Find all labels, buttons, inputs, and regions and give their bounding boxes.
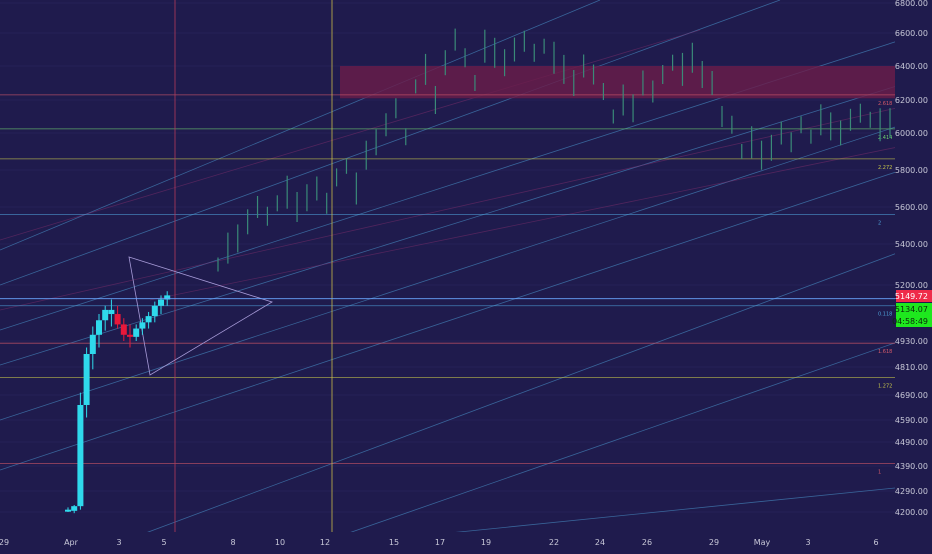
fib-label: 2.618 <box>878 101 892 107</box>
triangle-outline <box>128 256 273 376</box>
candles <box>0 291 895 514</box>
time-tick-label: 12 <box>320 538 330 547</box>
candle-up-body <box>96 320 102 335</box>
price-tick-label: 5400.00 <box>895 240 928 249</box>
price-tick-label: 6800.00 <box>895 0 928 8</box>
price-tick-label: 4690.00 <box>895 391 928 400</box>
channel-line <box>0 0 601 251</box>
time-tick-label: 29 <box>709 538 719 547</box>
candle-up-body <box>77 405 84 507</box>
price-tag-label: 04:58:49 <box>892 317 928 326</box>
candle-up-body <box>65 509 71 512</box>
fib-label: 1 <box>878 470 881 476</box>
price-axis-bg <box>895 0 932 550</box>
channel-line <box>149 139 932 301</box>
resistance-zone <box>340 66 895 99</box>
fib-label: 2.414 <box>878 135 892 141</box>
channel-line <box>99 239 932 551</box>
fib-label: 1.272 <box>878 384 892 390</box>
price-tick-label: 6600.00 <box>895 29 928 38</box>
candle-up-body <box>89 334 96 354</box>
time-tick-label: 6 <box>873 538 878 547</box>
candle-down-body <box>120 324 127 335</box>
triangle-pattern <box>128 256 273 376</box>
price-tags: 5149.72 5134.07 04:58:49 <box>892 290 932 327</box>
time-axis-bg <box>0 532 932 550</box>
price-tick-label: 5200.00 <box>895 281 928 290</box>
channel-line <box>0 114 932 421</box>
price-tick-label: 4290.00 <box>895 487 928 496</box>
candle-up-body <box>71 506 78 511</box>
channel-line <box>0 159 932 471</box>
time-tick-label: 10 <box>275 538 285 547</box>
price-tag-label: 5134.07 <box>895 305 928 314</box>
price-tag-countdown <box>896 315 932 327</box>
price-tag-last <box>896 290 932 302</box>
price-tick-label: 6000.00 <box>895 129 928 138</box>
candle-up-body <box>83 354 90 405</box>
price-tick-label: 4590.00 <box>895 416 928 425</box>
time-tick-label: 3 <box>805 538 810 547</box>
channel-line <box>0 99 932 311</box>
candle-down-body <box>127 334 133 337</box>
fib-label: 1.618 <box>878 349 892 355</box>
channel-line <box>379 487 896 541</box>
candle-up-body <box>145 316 152 323</box>
time-tick-label: Apr <box>64 538 79 547</box>
candle-up-body <box>164 295 171 300</box>
candle-down-body <box>114 314 121 325</box>
time-tick-label: 19 <box>481 538 491 547</box>
time-tick-label: 5 <box>161 538 166 547</box>
time-tick-label: 3 <box>116 538 121 547</box>
price-tag-label: 5149.72 <box>895 292 928 301</box>
candle-up-body <box>151 305 158 317</box>
fib-levels: 2.618 2.414 2.272 2 0.118 1.618 1.272 1 <box>0 94 895 476</box>
channel-line <box>0 74 932 366</box>
time-tick-label: 15 <box>389 538 399 547</box>
channel-line <box>0 0 781 286</box>
time-tick-label: May <box>754 538 771 547</box>
time-tick-label: 17 <box>435 538 445 547</box>
price-tick-label: 5600.00 <box>895 203 928 212</box>
fib-label: 0.118 <box>878 312 892 318</box>
time-axis[interactable]: 29 Apr 3 5 8 10 12 15 17 19 22 24 26 29 May 3 6 <box>0 532 932 550</box>
price-tick-label: 4200.00 <box>895 508 928 517</box>
price-tick-label: 4930.00 <box>895 337 928 346</box>
time-tick-label: 26 <box>642 538 652 547</box>
resistance-zone-rect <box>340 66 895 99</box>
price-tag-current <box>896 303 932 315</box>
price-tick-label: 4490.00 <box>895 438 928 447</box>
vertical-markers <box>174 0 333 532</box>
fib-label: 2.272 <box>878 165 892 171</box>
price-tick-label: 5800.00 <box>895 166 928 175</box>
price-axis[interactable]: 6800.00 6600.00 6400.00 6200.00 6000.00 5800.… <box>895 0 932 550</box>
fib-label: 2 <box>878 220 881 226</box>
time-tick-label: 24 <box>595 538 605 547</box>
channel-line <box>299 329 932 551</box>
price-tick-label: 4810.00 <box>895 363 928 372</box>
price-tick-label: 6200.00 <box>895 96 928 105</box>
candle-up-body <box>139 322 146 329</box>
grid-lines <box>0 2 895 513</box>
projected-candles <box>217 28 891 272</box>
candle-up-body <box>133 328 140 337</box>
time-tick-label: 8 <box>230 538 235 547</box>
time-tick-label: 29 <box>0 538 9 547</box>
candle-up-body <box>158 299 164 306</box>
price-tick-label: 4390.00 <box>895 462 928 471</box>
price-tick-label: 6400.00 <box>895 62 928 71</box>
candle-up-body <box>108 309 115 315</box>
candle-up-body <box>102 309 109 321</box>
time-tick-label: 22 <box>549 538 559 547</box>
